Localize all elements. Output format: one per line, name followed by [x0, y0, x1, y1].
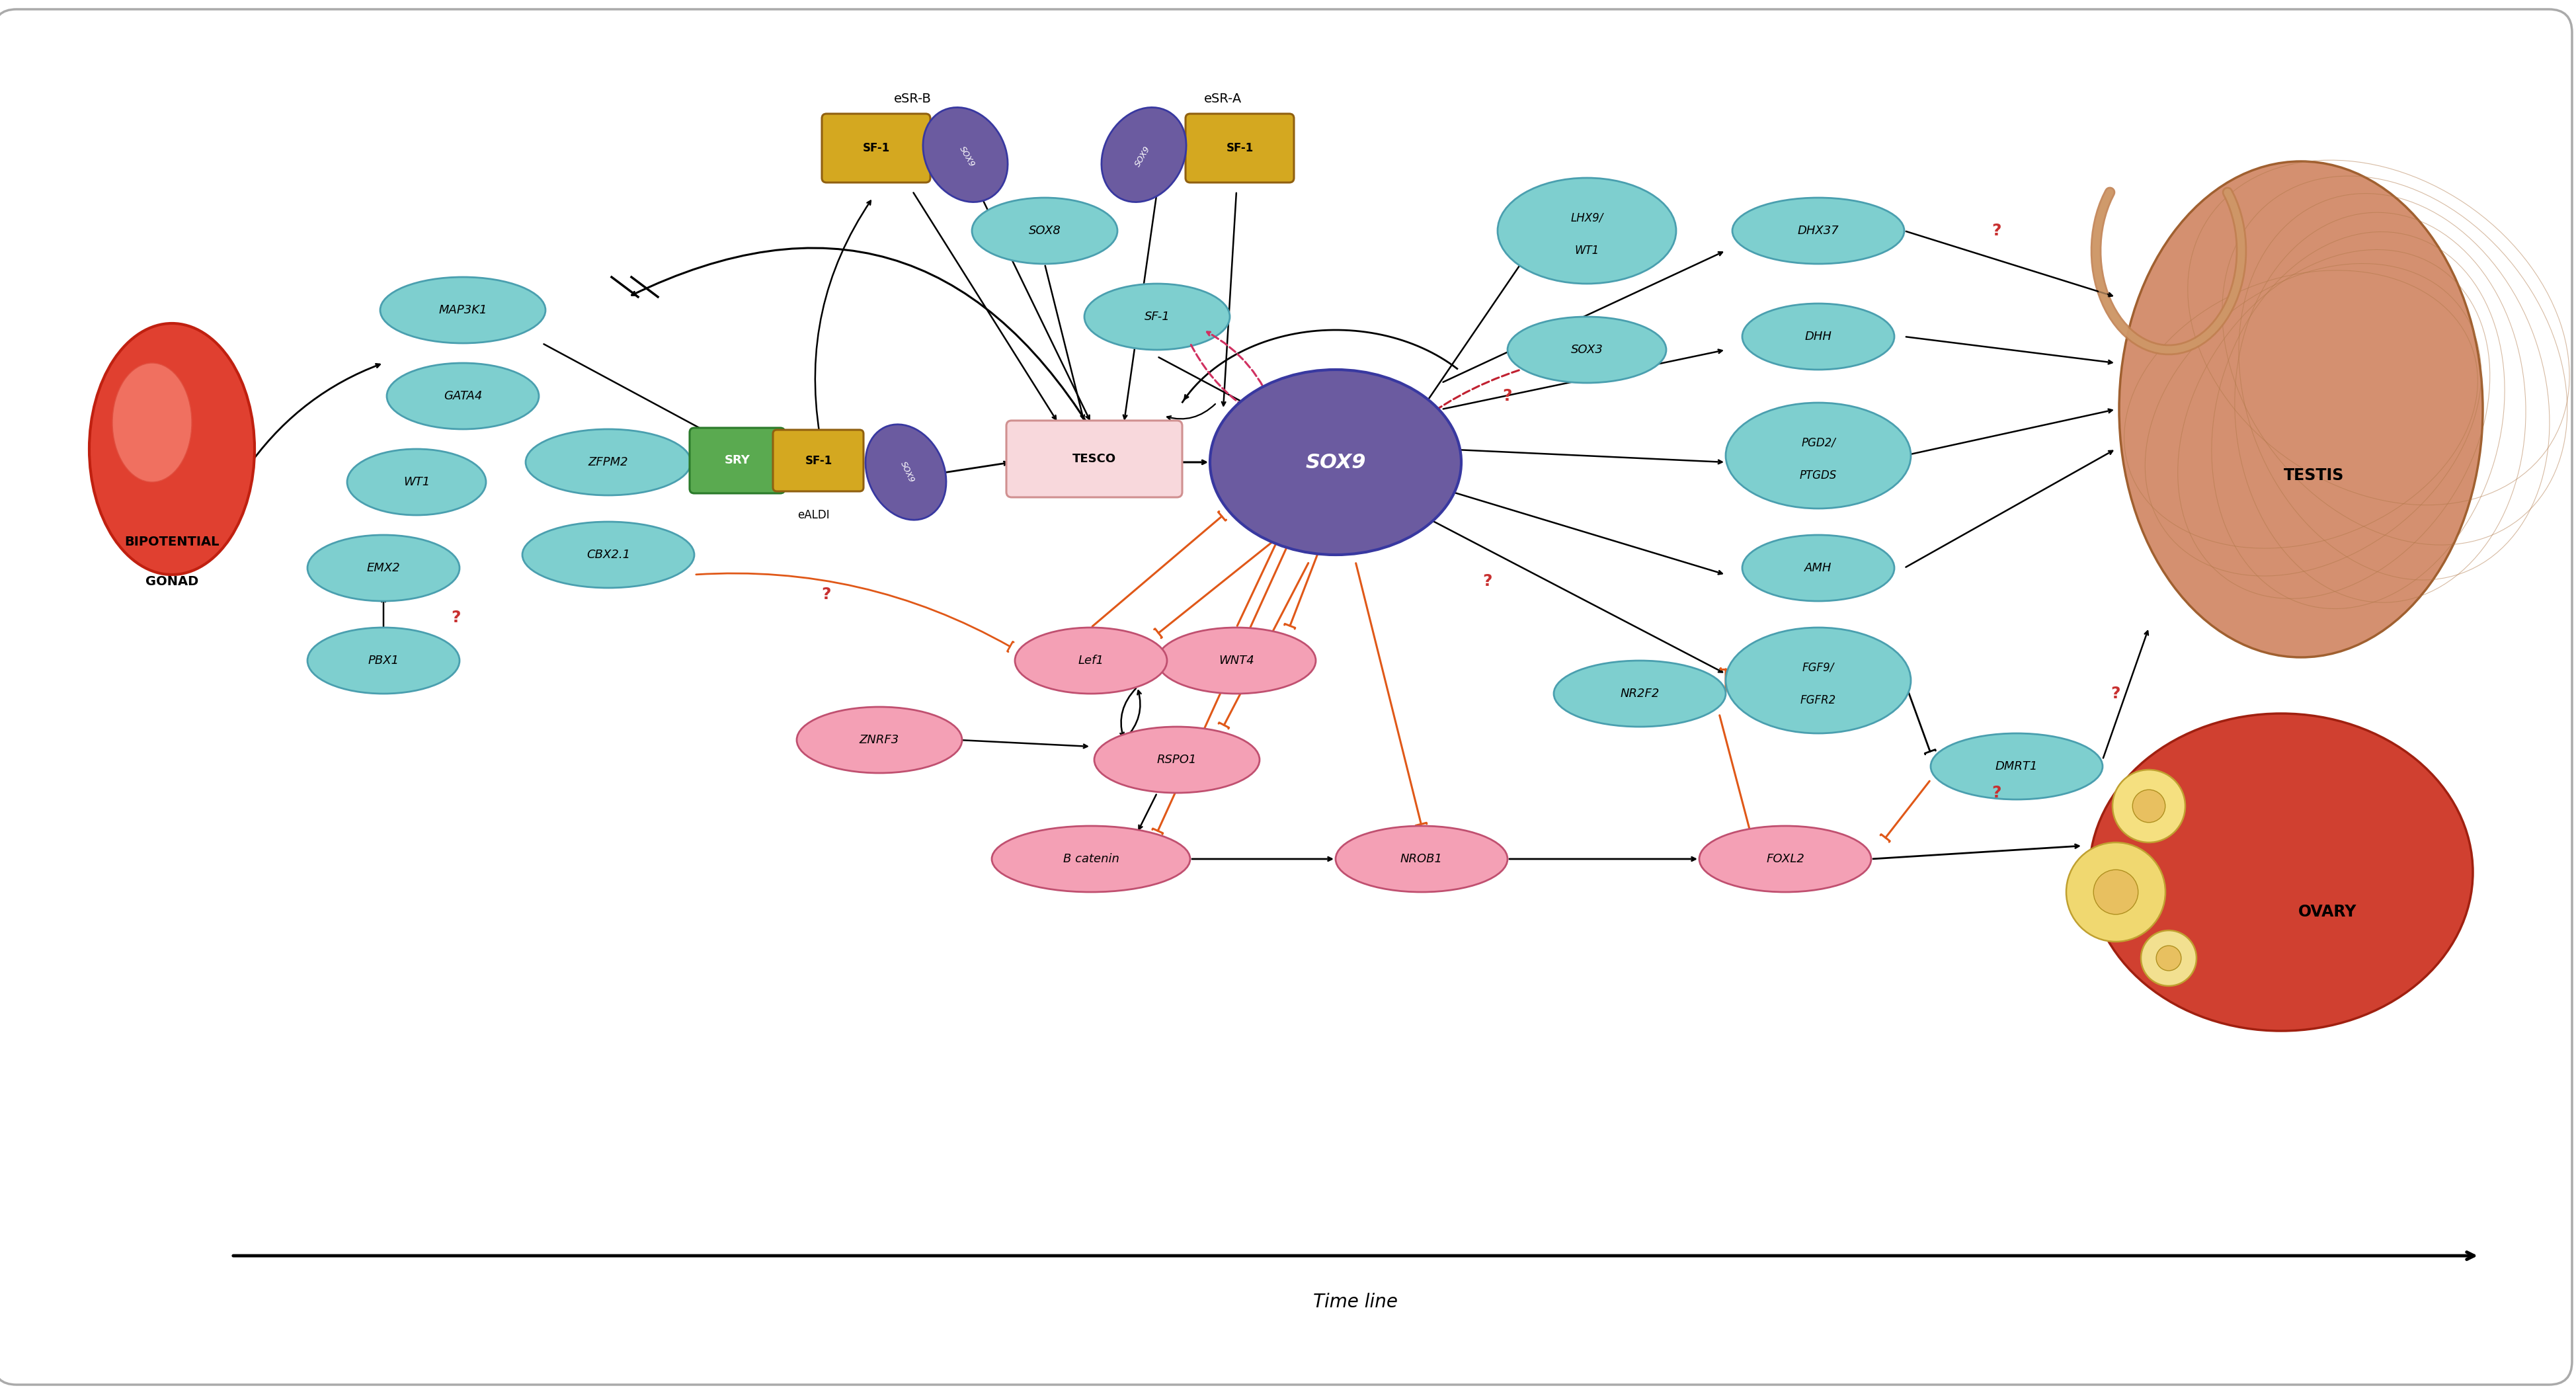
Text: SOX8: SOX8: [1028, 225, 1061, 237]
Text: ZFPM2: ZFPM2: [587, 457, 629, 468]
Text: DHH: DHH: [1806, 330, 1832, 343]
Text: CBX2.1: CBX2.1: [587, 548, 631, 561]
Ellipse shape: [307, 534, 459, 601]
Ellipse shape: [1157, 627, 1316, 694]
Ellipse shape: [2089, 713, 2473, 1031]
Ellipse shape: [1497, 178, 1677, 283]
Ellipse shape: [1095, 727, 1260, 793]
Ellipse shape: [922, 107, 1007, 203]
Text: FGF9/: FGF9/: [1803, 661, 1834, 673]
Text: DHX37: DHX37: [1798, 225, 1839, 237]
Text: ?: ?: [451, 609, 461, 626]
Text: WNT4: WNT4: [1218, 655, 1255, 666]
Text: SF-1: SF-1: [1226, 142, 1255, 154]
Text: ?: ?: [822, 587, 832, 602]
Ellipse shape: [1700, 826, 1870, 892]
FancyBboxPatch shape: [690, 428, 786, 493]
Ellipse shape: [2120, 161, 2483, 658]
Ellipse shape: [1741, 534, 1893, 601]
Text: ?: ?: [1991, 223, 2002, 239]
FancyBboxPatch shape: [0, 10, 2571, 1385]
FancyBboxPatch shape: [822, 114, 930, 182]
Text: MAP3K1: MAP3K1: [438, 304, 487, 316]
Text: SOX9: SOX9: [899, 461, 917, 484]
Text: ?: ?: [1991, 786, 2002, 801]
Text: GONAD: GONAD: [144, 575, 198, 587]
Circle shape: [2094, 870, 2138, 915]
Text: NROB1: NROB1: [1401, 854, 1443, 865]
Ellipse shape: [1211, 369, 1461, 555]
Text: Lef1: Lef1: [1079, 655, 1105, 666]
Ellipse shape: [866, 425, 945, 520]
Text: TESTIS: TESTIS: [2285, 468, 2344, 483]
Text: SOX3: SOX3: [1571, 344, 1602, 355]
Text: GATA4: GATA4: [443, 390, 482, 403]
Text: ?: ?: [1484, 573, 1492, 589]
Text: ?: ?: [1502, 389, 1512, 404]
Ellipse shape: [1741, 304, 1893, 369]
Text: eSR-B: eSR-B: [894, 92, 933, 105]
Text: FOXL2: FOXL2: [1767, 854, 1803, 865]
Circle shape: [2112, 770, 2184, 843]
Text: TESCO: TESCO: [1072, 452, 1115, 465]
Text: SOX9: SOX9: [958, 144, 976, 168]
Text: PBX1: PBX1: [368, 655, 399, 666]
Text: NR2F2: NR2F2: [1620, 687, 1659, 700]
Ellipse shape: [1726, 627, 1911, 733]
Text: DMRT1: DMRT1: [1996, 761, 2038, 772]
Text: SF-1: SF-1: [1144, 311, 1170, 322]
Ellipse shape: [1553, 661, 1726, 727]
Text: OVARY: OVARY: [2298, 904, 2357, 920]
Ellipse shape: [523, 522, 696, 589]
Circle shape: [2156, 945, 2182, 970]
Text: ?: ?: [2110, 686, 2120, 701]
Ellipse shape: [90, 323, 255, 575]
Text: SF-1: SF-1: [863, 142, 889, 154]
Text: Time line: Time line: [1314, 1292, 1399, 1312]
Text: eSR-A: eSR-A: [1203, 92, 1242, 105]
Ellipse shape: [1334, 826, 1507, 892]
Circle shape: [2066, 843, 2166, 941]
Text: ZNRF3: ZNRF3: [860, 734, 899, 745]
Ellipse shape: [526, 429, 690, 496]
FancyBboxPatch shape: [773, 430, 863, 491]
Ellipse shape: [348, 448, 487, 515]
Ellipse shape: [1731, 197, 1904, 264]
Text: SOX9: SOX9: [1133, 144, 1151, 168]
Circle shape: [2141, 930, 2197, 985]
FancyBboxPatch shape: [1007, 421, 1182, 497]
Ellipse shape: [381, 278, 546, 343]
Text: PGD2/: PGD2/: [1801, 436, 1837, 448]
Text: SOX9: SOX9: [1306, 452, 1365, 472]
Text: WT1: WT1: [404, 476, 430, 489]
Text: SF-1: SF-1: [804, 455, 832, 466]
Ellipse shape: [971, 197, 1118, 264]
Text: WT1: WT1: [1574, 244, 1600, 257]
Ellipse shape: [113, 364, 191, 482]
Text: PTGDS: PTGDS: [1801, 469, 1837, 482]
Ellipse shape: [307, 627, 459, 694]
Text: SRY: SRY: [724, 454, 750, 466]
Text: LHX9/: LHX9/: [1571, 211, 1602, 223]
Text: FGFR2: FGFR2: [1801, 694, 1837, 706]
Ellipse shape: [1015, 627, 1167, 694]
Text: eALDI: eALDI: [796, 509, 829, 520]
Ellipse shape: [1084, 283, 1229, 350]
Ellipse shape: [1929, 733, 2102, 799]
Ellipse shape: [992, 826, 1190, 892]
Text: AMH: AMH: [1806, 562, 1832, 575]
Ellipse shape: [1103, 107, 1185, 203]
Text: BIPOTENTIAL: BIPOTENTIAL: [124, 536, 219, 548]
Ellipse shape: [1726, 403, 1911, 508]
Text: B catenin: B catenin: [1064, 854, 1118, 865]
Circle shape: [2133, 790, 2166, 823]
Ellipse shape: [1507, 316, 1667, 383]
FancyBboxPatch shape: [1185, 114, 1293, 182]
Text: RSPO1: RSPO1: [1157, 754, 1198, 766]
Ellipse shape: [796, 706, 961, 773]
Text: EMX2: EMX2: [366, 562, 399, 575]
Ellipse shape: [386, 364, 538, 429]
